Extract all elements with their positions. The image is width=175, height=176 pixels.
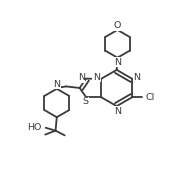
Text: O: O [114, 21, 121, 30]
Text: N: N [114, 58, 121, 67]
Text: N: N [133, 73, 140, 82]
Text: Cl: Cl [146, 93, 155, 102]
Text: S: S [82, 97, 88, 106]
Text: HO: HO [27, 123, 41, 132]
Text: N: N [78, 73, 85, 82]
Text: N: N [114, 107, 121, 116]
Text: N: N [93, 73, 100, 82]
Text: N: N [53, 80, 60, 89]
